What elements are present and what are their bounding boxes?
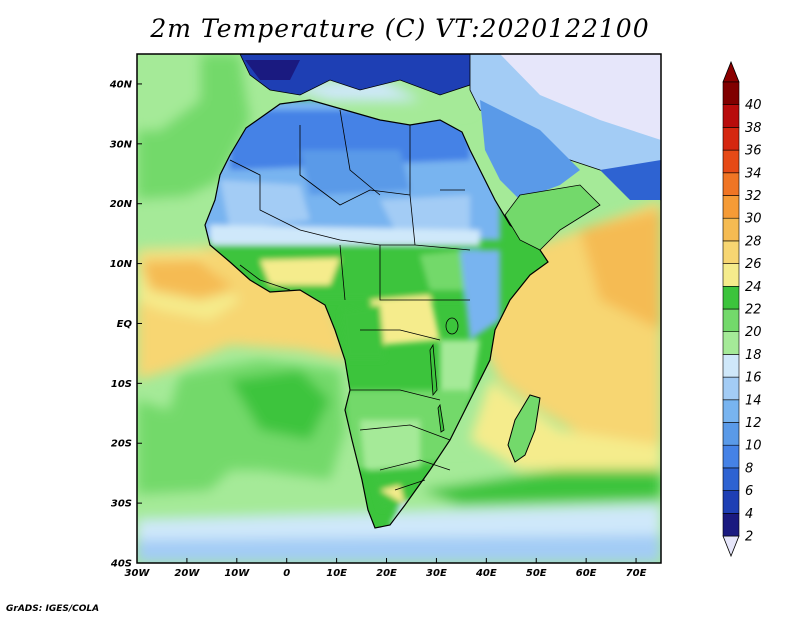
colorbar-label: 6 (745, 484, 753, 499)
colorbar-label: 22 (745, 303, 762, 318)
map-frame (136, 53, 662, 564)
colorbar-label: 28 (745, 234, 762, 249)
lon-tick-label: 40E (475, 568, 497, 579)
lat-tick-label: 10S (111, 379, 132, 390)
latitude-ticks: 40N 30N 20N 10N EQ 10S 20S 30S 40S (109, 79, 142, 570)
lon-tick-label: 60E (576, 568, 597, 579)
colorbar-label: 20 (745, 325, 762, 340)
map-title: 2m Temperature (C) VT:2020122100 (150, 14, 650, 43)
colorbar-low-triangle (722, 535, 740, 558)
lat-tick-label: 40S (110, 559, 132, 570)
lakes (429, 317, 459, 433)
colorbar-segment (722, 127, 740, 151)
colorbar-label: 18 (745, 348, 762, 363)
lat-tick-label: 20N (110, 199, 133, 210)
lat-tick-label: 20S (111, 439, 132, 450)
colorbar-label: 34 (745, 166, 762, 181)
lat-tick-label: 10N (110, 259, 133, 270)
lon-tick-label: 30E (426, 568, 447, 579)
madagascar-island (507, 394, 541, 463)
colorbar-label: 24 (745, 280, 762, 295)
colorbar-segment (722, 467, 740, 491)
colorbar-label: 12 (745, 416, 762, 431)
colorbar-segment (722, 331, 740, 355)
colorbar-label: 8 (745, 461, 753, 476)
colorbar-label: 30 (745, 212, 762, 227)
africa-coastline (204, 99, 549, 529)
longitude-ticks: 30W 20W 10W 0 10E 20E 30E 40E 50E 60E 70E (125, 558, 647, 579)
colorbar-segment (722, 104, 740, 128)
lat-tick-label: 30S (111, 499, 132, 510)
colorbar-label: 38 (745, 121, 762, 136)
lon-tick-label: 20W (174, 568, 200, 579)
colorbar-high-triangle (722, 60, 740, 83)
colorbar-segment (722, 512, 740, 537)
grads-credit: GrADS: IGES/COLA (6, 604, 100, 614)
colorbar-segment (722, 399, 740, 423)
lat-tick-label: EQ (117, 319, 133, 330)
colorbar-label: 16 (745, 371, 762, 386)
lon-tick-label: 50E (526, 568, 547, 579)
lon-tick-label: 10W (224, 568, 250, 579)
colorbar-label: 40 (745, 98, 762, 113)
colorbar-segment (722, 240, 740, 264)
colorbar-segment (722, 172, 740, 196)
colorbar-segment (722, 285, 740, 310)
country-borders (229, 109, 471, 491)
colorbar-label: 14 (745, 393, 762, 408)
colorbar-segment (722, 195, 740, 219)
colorbar-segment (722, 149, 740, 174)
colorbar-label: 26 (745, 257, 762, 272)
colorbar-label: 36 (745, 144, 762, 159)
colorbar-segment (722, 81, 740, 106)
colorbar-segment (722, 263, 740, 287)
colorbar-segment (722, 217, 740, 242)
northern-landmasses (239, 54, 661, 251)
colorbar-label: 2 (745, 530, 753, 545)
colorbar-segment (722, 308, 740, 333)
lon-tick-label: 30W (125, 568, 151, 579)
colorbar-segment (722, 422, 740, 446)
lon-tick-label: 70E (626, 568, 647, 579)
lat-tick-label: 40N (109, 79, 133, 90)
colorbar-segment (722, 354, 740, 378)
colorbar-segment (722, 444, 740, 469)
colorbar-segment (722, 376, 740, 401)
lon-tick-label: 0 (283, 568, 290, 579)
map-plot-area (137, 54, 661, 563)
colorbar-label: 32 (745, 189, 762, 204)
colorbar-segment (722, 490, 740, 514)
lat-tick-label: 30N (110, 139, 133, 150)
colorbar-label: 10 (745, 439, 762, 454)
lon-tick-label: 10E (326, 568, 347, 579)
colorbar-label: 4 (745, 507, 753, 522)
lon-tick-label: 20E (376, 568, 397, 579)
